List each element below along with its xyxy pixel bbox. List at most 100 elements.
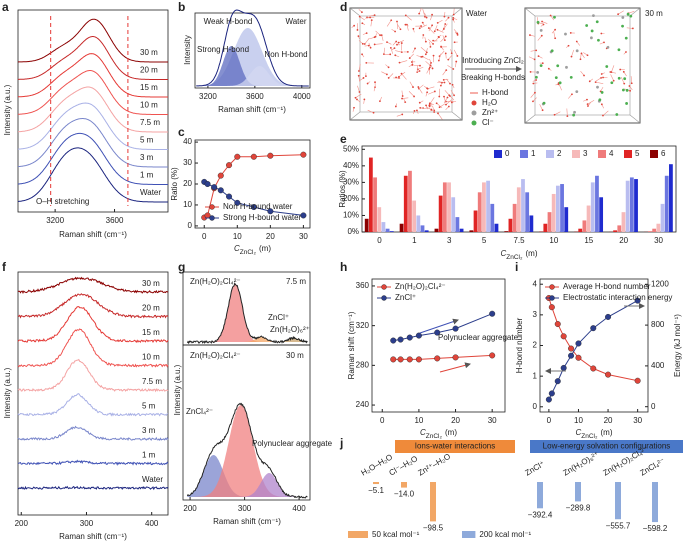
- water: [428, 103, 431, 105]
- x-tick-label: 300: [238, 504, 252, 513]
- spectrum: [17, 328, 169, 368]
- point: [560, 333, 567, 340]
- legend-label: 5: [635, 149, 640, 158]
- bar: [399, 223, 404, 232]
- h-bond: [395, 50, 402, 53]
- water: [602, 76, 604, 79]
- water: [395, 76, 397, 79]
- bar: [664, 175, 669, 232]
- h-bond: [628, 11, 635, 14]
- water: [429, 45, 432, 48]
- water: [432, 54, 435, 57]
- axis-title: Intensity (a.u.): [3, 84, 12, 135]
- header-title: Low-energy solvation configurations: [543, 442, 671, 451]
- x-tick-label: 20: [266, 232, 275, 241]
- water: [365, 61, 368, 64]
- h-bond: [405, 15, 412, 21]
- h-bond: [398, 71, 406, 78]
- water: [419, 107, 422, 109]
- h-bond: [539, 104, 543, 111]
- annotation: O–H stretching: [36, 197, 89, 206]
- water: [440, 46, 443, 48]
- bar: [438, 195, 443, 232]
- trace-label: 1 m: [140, 171, 154, 180]
- concentration: 30 m: [286, 351, 304, 360]
- legend-marker: [381, 284, 387, 290]
- bar: [652, 228, 657, 232]
- point: [226, 162, 233, 169]
- point: [548, 304, 555, 311]
- water: [366, 82, 369, 85]
- series-line: [548, 300, 638, 400]
- x-tick-label: 10: [549, 236, 558, 245]
- axis-title: CZnCl₂ (m): [420, 428, 457, 440]
- x-tick-label: 3600: [246, 92, 264, 101]
- water: [450, 101, 453, 104]
- chloride: [605, 65, 609, 68]
- bar: [408, 170, 412, 232]
- h-bond: [427, 86, 435, 90]
- water: [421, 55, 424, 58]
- bar: [575, 482, 581, 502]
- h-bond: [444, 90, 450, 96]
- trace-label: 15 m: [140, 83, 158, 92]
- value-label: −392.4: [528, 510, 553, 519]
- bar: [389, 231, 394, 232]
- water: [398, 61, 401, 64]
- water: [623, 82, 626, 85]
- trace-label: 7.5 m: [142, 377, 162, 386]
- concentration: 7.5 m: [286, 277, 306, 286]
- chloride: [539, 64, 543, 68]
- water: [442, 78, 445, 81]
- water: [447, 58, 450, 61]
- scale-label: 50 kcal mol⁻¹: [372, 530, 420, 539]
- water: [369, 16, 372, 19]
- box-edge: [524, 114, 536, 124]
- bar: [403, 175, 408, 232]
- legend-marker: [471, 100, 477, 106]
- h-bond: [420, 107, 428, 110]
- water: [353, 106, 355, 109]
- x-tick-label: 400: [292, 504, 306, 513]
- spectrum: [18, 53, 168, 98]
- h-bond: [448, 54, 453, 60]
- zinc: [539, 28, 543, 32]
- axis-title: Raman shift (cm⁻¹): [59, 532, 127, 541]
- water: [433, 30, 436, 33]
- bar: [504, 231, 509, 232]
- plot-frame: [182, 344, 311, 501]
- x-tick-label: 30: [299, 232, 308, 241]
- water: [455, 60, 458, 63]
- water: [424, 40, 427, 43]
- point: [568, 345, 575, 352]
- point: [217, 187, 224, 194]
- h-bond: [620, 76, 625, 84]
- water: [431, 13, 433, 16]
- water: [453, 94, 455, 97]
- water: [418, 70, 421, 72]
- h-bond: [428, 91, 435, 95]
- h-bond: [450, 90, 455, 96]
- peak-label: Zn(H₂O)₂Cl₄²⁻: [190, 277, 241, 286]
- bar: [482, 182, 486, 232]
- water: [436, 28, 439, 31]
- h-bond: [428, 38, 434, 45]
- point: [226, 193, 233, 200]
- water: [452, 68, 455, 70]
- water: [383, 53, 385, 56]
- trace-label: 15 m: [142, 328, 160, 337]
- water: [428, 105, 431, 108]
- scale-key: [462, 531, 476, 538]
- h-bond: [439, 103, 446, 108]
- trace-label: Water: [142, 475, 163, 484]
- bar: [381, 222, 386, 232]
- water: [442, 28, 445, 30]
- h-bond: [595, 81, 604, 84]
- axis-title: Intensity: [183, 35, 192, 65]
- panel-letter: i: [515, 260, 518, 274]
- bar: [660, 203, 665, 232]
- point: [554, 321, 561, 328]
- water: [374, 81, 376, 84]
- x-tick-label: 20: [604, 416, 613, 425]
- bar: [652, 482, 658, 523]
